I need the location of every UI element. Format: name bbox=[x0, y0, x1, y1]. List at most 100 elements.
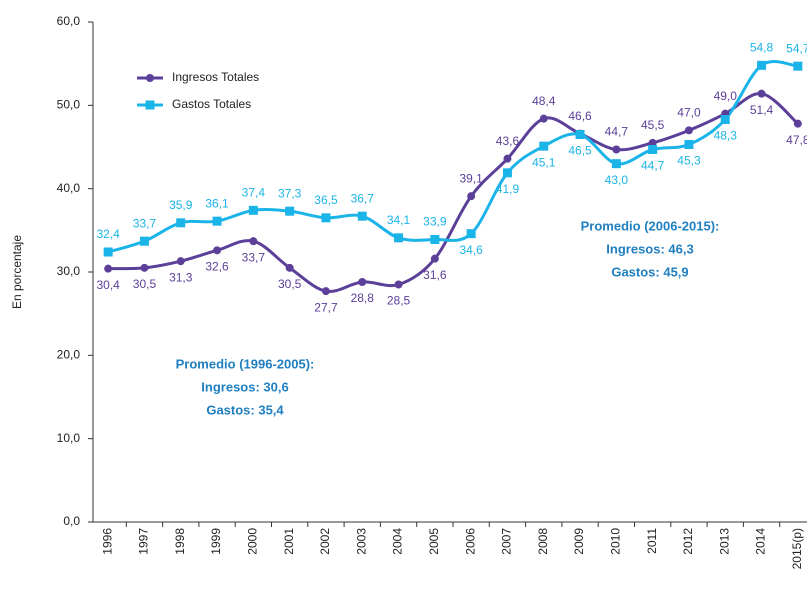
marker bbox=[394, 280, 403, 289]
data-label: 33,7 bbox=[242, 250, 266, 264]
marker bbox=[466, 229, 476, 239]
data-label: 36,5 bbox=[314, 193, 338, 207]
marker bbox=[430, 235, 440, 244]
annotation: Promedio (1996-2005): bbox=[176, 356, 315, 371]
marker bbox=[684, 126, 693, 135]
marker bbox=[212, 216, 222, 226]
x-tick-label: 2013 bbox=[717, 528, 731, 555]
y-tick-label: 0,0 bbox=[63, 514, 80, 528]
x-tick-label: 2009 bbox=[572, 528, 586, 555]
x-tick-label: 2002 bbox=[318, 528, 332, 555]
annotation: Ingresos: 46,3 bbox=[606, 241, 693, 256]
y-tick-label: 50,0 bbox=[57, 98, 81, 112]
x-tick-label: 2005 bbox=[427, 528, 441, 555]
data-label: 27,7 bbox=[314, 300, 338, 314]
data-label: 46,6 bbox=[568, 109, 592, 123]
data-label: 28,5 bbox=[387, 294, 411, 308]
data-label: 35,9 bbox=[169, 198, 193, 212]
x-tick-label: 2014 bbox=[754, 528, 768, 555]
data-label: 54,8 bbox=[750, 41, 774, 55]
data-label: 51,4 bbox=[750, 103, 774, 117]
data-label: 54,7 bbox=[786, 41, 807, 55]
marker bbox=[793, 61, 803, 71]
marker bbox=[249, 237, 258, 246]
x-tick-label: 1997 bbox=[137, 528, 151, 555]
marker bbox=[357, 211, 367, 221]
x-tick-label: 2008 bbox=[536, 528, 550, 555]
marker bbox=[612, 145, 621, 154]
data-label: 45,1 bbox=[532, 155, 556, 169]
data-label: 39,1 bbox=[459, 171, 483, 185]
data-label: 33,7 bbox=[133, 216, 157, 230]
x-tick-label: 1999 bbox=[209, 528, 223, 555]
marker bbox=[176, 218, 186, 228]
marker bbox=[321, 287, 330, 296]
marker bbox=[430, 254, 439, 263]
marker bbox=[394, 233, 404, 243]
data-label: 30,5 bbox=[278, 277, 302, 291]
x-tick-label: 2015(p) bbox=[790, 528, 804, 569]
marker bbox=[321, 213, 331, 223]
x-tick-label: 2003 bbox=[354, 528, 368, 555]
data-label: 48,4 bbox=[532, 94, 556, 108]
marker bbox=[757, 60, 767, 70]
marker bbox=[103, 247, 113, 257]
marker bbox=[793, 119, 802, 128]
annotation: Gastos: 45,9 bbox=[611, 264, 688, 279]
x-tick-label: 1998 bbox=[173, 528, 187, 555]
data-label: 36,1 bbox=[205, 196, 229, 210]
data-label: 37,3 bbox=[278, 186, 302, 200]
x-tick-label: 2007 bbox=[500, 528, 514, 555]
data-label: 41,9 bbox=[496, 182, 520, 196]
marker bbox=[648, 138, 657, 147]
x-tick-label: 1996 bbox=[100, 528, 114, 555]
marker bbox=[503, 154, 512, 163]
data-label: 33,9 bbox=[423, 215, 447, 229]
data-label: 34,1 bbox=[387, 213, 411, 227]
marker bbox=[467, 192, 476, 201]
marker bbox=[539, 114, 548, 123]
y-tick-label: 60,0 bbox=[57, 14, 81, 28]
marker bbox=[358, 278, 367, 286]
data-label: 48,3 bbox=[714, 129, 738, 143]
marker bbox=[720, 115, 730, 124]
x-tick-label: 2001 bbox=[282, 528, 296, 555]
data-label: 34,6 bbox=[459, 243, 483, 257]
data-label: 43,0 bbox=[605, 173, 629, 187]
data-label: 44,7 bbox=[605, 125, 629, 139]
x-tick-label: 2000 bbox=[246, 528, 260, 555]
data-label: 47,8 bbox=[786, 133, 807, 147]
marker bbox=[104, 264, 113, 273]
y-tick-label: 40,0 bbox=[57, 181, 81, 195]
marker bbox=[648, 145, 658, 154]
data-label: 30,5 bbox=[133, 277, 157, 291]
data-label: 46,5 bbox=[568, 144, 592, 158]
data-label: 44,7 bbox=[641, 159, 665, 173]
marker bbox=[176, 257, 185, 266]
x-tick-label: 2006 bbox=[463, 528, 477, 555]
annotation: Ingresos: 30,6 bbox=[201, 379, 288, 394]
marker bbox=[285, 206, 295, 216]
marker bbox=[140, 263, 149, 272]
data-label: 32,4 bbox=[96, 227, 120, 241]
y-tick-label: 10,0 bbox=[57, 431, 81, 445]
legend-label: Ingresos Totales bbox=[172, 70, 259, 84]
x-tick-label: 2004 bbox=[391, 528, 405, 555]
data-label: 45,5 bbox=[641, 118, 665, 132]
marker bbox=[213, 246, 222, 255]
data-label: 36,7 bbox=[351, 191, 375, 205]
marker bbox=[611, 159, 621, 169]
data-label: 47,0 bbox=[677, 106, 701, 120]
marker bbox=[248, 205, 258, 215]
y-axis-label: En porcentaje bbox=[10, 235, 24, 309]
marker bbox=[145, 100, 155, 110]
legend-label: Gastos Totales bbox=[172, 97, 251, 111]
marker bbox=[575, 130, 585, 139]
marker bbox=[539, 141, 549, 151]
data-label: 45,3 bbox=[677, 154, 701, 168]
annotation: Promedio (2006-2015): bbox=[581, 218, 720, 233]
data-label: 43,6 bbox=[496, 134, 520, 148]
annotation: Gastos: 35,4 bbox=[206, 402, 284, 417]
marker bbox=[502, 168, 512, 178]
